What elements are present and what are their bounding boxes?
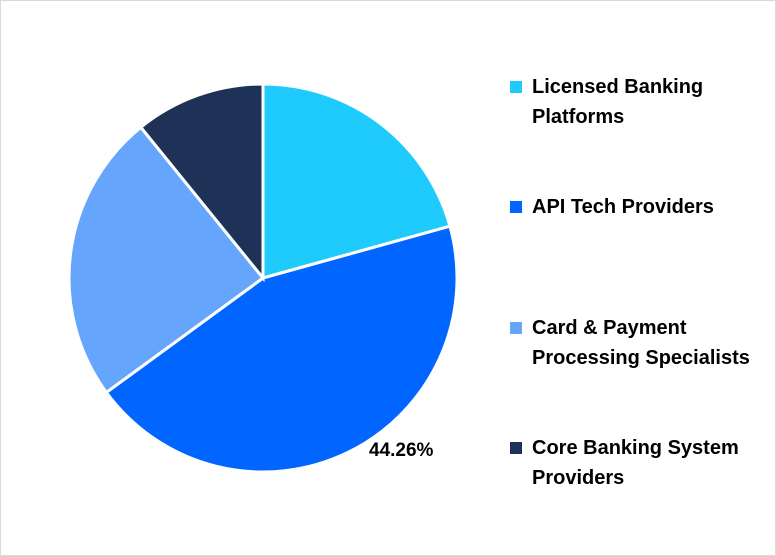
legend-item-card-payment: Card & Payment Processing Specialists (510, 313, 772, 373)
legend-item-core-banking: Core Banking System Providers (510, 433, 772, 493)
pie-slice-licensed-banking-platforms (261, 82, 452, 280)
legend-label: Core Banking System Providers (532, 437, 739, 489)
api-data-label: 44.26% (369, 440, 434, 461)
swatch-icon (510, 201, 522, 213)
pie-slice-card-payment-processing-specialists (67, 125, 266, 395)
swatch-icon (510, 322, 522, 334)
swatch-icon (510, 442, 522, 454)
pie-slice-core-banking-system-providers (138, 82, 265, 283)
pie-slice-api-tech-providers (104, 224, 459, 474)
swatch-icon (510, 81, 522, 93)
legend-item-api-tech: API Tech Providers (510, 192, 776, 222)
legend-label: API Tech Providers (532, 196, 714, 218)
legend-label: Licensed Banking Platforms (532, 76, 704, 128)
legend-label: Card & Payment Processing Specialists (532, 317, 750, 369)
legend-item-licensed-banking: Licensed Banking Platforms (510, 72, 752, 132)
